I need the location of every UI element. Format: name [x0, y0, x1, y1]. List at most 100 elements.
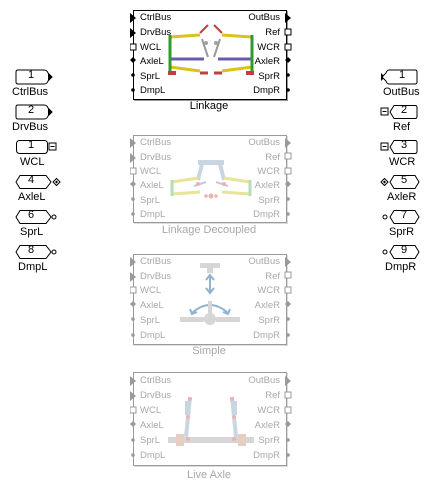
linkage-block-title: Linkage	[189, 100, 229, 112]
block-port-label: AxleL	[140, 56, 164, 67]
block-port-label: AxleR	[254, 300, 280, 311]
block-port-label: OutBus	[248, 12, 280, 23]
connport-shape	[15, 175, 61, 189]
port-label: AxleL	[18, 191, 46, 203]
block-port-label: AxleL	[140, 420, 164, 431]
block-port-label: AxleR	[254, 420, 280, 431]
block-port-label: DmpL	[140, 85, 166, 96]
block-port-label: Ref	[265, 271, 280, 282]
connport-shape	[380, 105, 418, 119]
block-port-label: DrvBus	[140, 271, 172, 282]
block-port-label: WCR	[257, 285, 280, 296]
block-port-label: DmpR	[253, 85, 280, 96]
block-port-markers-right	[284, 138, 292, 216]
block-port-label: DmpR	[253, 209, 280, 220]
connport-shape	[382, 245, 420, 259]
port-number: 2	[27, 104, 35, 116]
block-port-markers-right	[284, 13, 292, 92]
port-label: Ref	[393, 121, 411, 133]
block-port-label: WCR	[257, 166, 280, 177]
inport-shape	[15, 69, 53, 85]
port-number: 6	[27, 209, 35, 221]
port-label: DmpL	[18, 261, 48, 273]
block-port-label: CtrlBus	[140, 375, 172, 386]
connport-shape	[15, 210, 57, 224]
port-number: 1	[398, 69, 406, 81]
simple-block-title: Simple	[192, 345, 226, 357]
port-number: 5	[400, 174, 408, 186]
block-port-label: DmpR	[253, 330, 280, 341]
port-number: 4	[27, 174, 35, 186]
port-label: WCR	[389, 156, 416, 168]
block-port-markers-left	[130, 257, 137, 337]
block-port-label: WCL	[140, 285, 162, 296]
live-axle-block-title: Live Axle	[186, 469, 232, 481]
block-port-label: SprR	[258, 435, 280, 446]
block-port-markers-left	[130, 13, 137, 92]
outport-shape	[381, 69, 418, 85]
block-port-label: WCR	[257, 42, 280, 53]
connport-shape	[380, 175, 420, 189]
block-port-label: AxleL	[140, 180, 164, 191]
simple-block[interactable]: CtrlBus DrvBus WCL AxleL SprL DmpL OutBu…	[130, 254, 292, 345]
linkage-decoupled-icon	[170, 160, 252, 199]
port-label: DmpR	[385, 261, 417, 273]
block-port-label: OutBus	[248, 137, 280, 148]
port-label: OutBus	[383, 86, 420, 98]
block-port-label: SprR	[258, 71, 280, 82]
block-port-label: DrvBus	[140, 152, 172, 163]
block-port-label: DrvBus	[140, 390, 172, 401]
block-port-label: SprR	[258, 195, 280, 206]
block-port-label: WCR	[257, 405, 280, 416]
block-port-label: AxleL	[140, 300, 164, 311]
block-port-markers-left	[130, 376, 137, 457]
live-axle-block[interactable]: CtrlBus DrvBus WCL AxleL SprL DmpL OutBu…	[130, 372, 292, 466]
block-port-markers-left	[130, 138, 137, 216]
connport-shape	[382, 210, 420, 224]
block-port-label: AxleR	[254, 180, 280, 191]
simple-suspension-icon	[180, 263, 240, 325]
block-port-markers-right	[284, 376, 292, 457]
port-label: SprL	[20, 226, 44, 238]
block-port-label: SprL	[140, 71, 161, 82]
port-label: WCL	[20, 156, 45, 168]
block-port-label: OutBus	[248, 375, 280, 386]
block-port-label: Ref	[265, 390, 280, 401]
port-label: DrvBus	[12, 121, 49, 133]
block-port-label: CtrlBus	[140, 137, 172, 148]
block-port-label: Ref	[265, 27, 280, 38]
block-port-label: DmpR	[253, 450, 280, 461]
block-port-label: OutBus	[248, 256, 280, 267]
connport-shape	[15, 245, 57, 259]
port-label: AxleR	[387, 191, 417, 203]
block-port-label: WCL	[140, 166, 162, 177]
port-number: 1	[27, 69, 35, 81]
linkage-suspension-icon	[168, 24, 254, 75]
block-port-label: CtrlBus	[140, 256, 172, 267]
connport-shape	[380, 140, 418, 154]
block-port-label: AxleR	[254, 56, 280, 67]
live-axle-icon	[168, 396, 254, 446]
block-port-label: SprR	[258, 315, 280, 326]
block-port-label: SprL	[140, 435, 161, 446]
port-label: SprR	[389, 226, 415, 238]
block-port-label: DmpL	[140, 330, 166, 341]
linkage-block[interactable]: CtrlBus DrvBus WCL AxleL SprL DmpL OutBu…	[130, 10, 292, 100]
port-number: 8	[27, 244, 35, 256]
block-port-label: WCL	[140, 42, 162, 53]
block-port-label: SprL	[140, 315, 161, 326]
linkage-decoupled-block-title: Linkage Decoupled	[161, 224, 257, 236]
block-port-label: DmpL	[140, 209, 166, 220]
block-port-label: SprL	[140, 195, 161, 206]
inport-shape	[15, 104, 53, 120]
linkage-decoupled-block[interactable]: CtrlBus DrvBus WCL AxleL SprL DmpL OutBu…	[130, 135, 292, 223]
block-port-label: WCL	[140, 405, 162, 416]
block-port-markers-right	[284, 257, 292, 337]
port-number: 3	[400, 139, 408, 151]
block-port-label: Ref	[265, 152, 280, 163]
block-port-label: CtrlBus	[140, 12, 172, 23]
port-number: 7	[400, 209, 408, 221]
port-label: CtrlBus	[12, 86, 49, 98]
block-port-label: DmpL	[140, 450, 166, 461]
port-number: 1	[27, 139, 35, 151]
